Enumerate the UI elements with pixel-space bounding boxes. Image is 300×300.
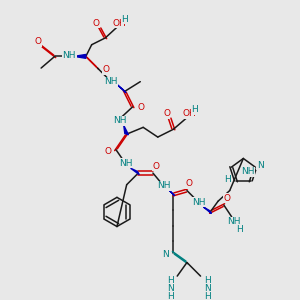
Text: OH: OH bbox=[112, 19, 126, 28]
Text: NH: NH bbox=[63, 51, 76, 60]
Polygon shape bbox=[124, 125, 128, 135]
Text: O: O bbox=[92, 19, 99, 28]
Text: O: O bbox=[152, 162, 159, 171]
Text: N: N bbox=[204, 284, 211, 293]
Text: H: H bbox=[236, 225, 243, 234]
Text: NH: NH bbox=[113, 116, 127, 125]
Text: H: H bbox=[224, 175, 230, 184]
Text: O: O bbox=[105, 147, 112, 156]
Text: NH: NH bbox=[241, 167, 255, 176]
Text: H: H bbox=[167, 292, 174, 300]
Text: N: N bbox=[257, 161, 264, 170]
Text: O: O bbox=[138, 103, 145, 112]
Text: O: O bbox=[35, 37, 42, 46]
Text: H: H bbox=[204, 292, 211, 300]
Polygon shape bbox=[169, 190, 175, 196]
Text: H: H bbox=[204, 277, 211, 286]
Text: N: N bbox=[162, 250, 169, 259]
Text: OH: OH bbox=[182, 109, 196, 118]
Polygon shape bbox=[130, 168, 140, 175]
Text: H: H bbox=[191, 105, 198, 114]
Text: N: N bbox=[167, 284, 174, 293]
Text: NH: NH bbox=[119, 159, 132, 168]
Text: NH: NH bbox=[192, 198, 206, 207]
Text: H: H bbox=[167, 277, 174, 286]
Polygon shape bbox=[203, 207, 211, 214]
Text: NH: NH bbox=[104, 77, 118, 86]
Text: NH: NH bbox=[227, 217, 240, 226]
Text: H: H bbox=[121, 15, 128, 24]
Text: O: O bbox=[163, 109, 170, 118]
Text: O: O bbox=[223, 194, 230, 203]
Text: NH: NH bbox=[157, 181, 170, 190]
Polygon shape bbox=[116, 84, 126, 93]
Polygon shape bbox=[74, 54, 86, 58]
Text: O: O bbox=[185, 179, 192, 188]
Text: O: O bbox=[103, 65, 110, 74]
